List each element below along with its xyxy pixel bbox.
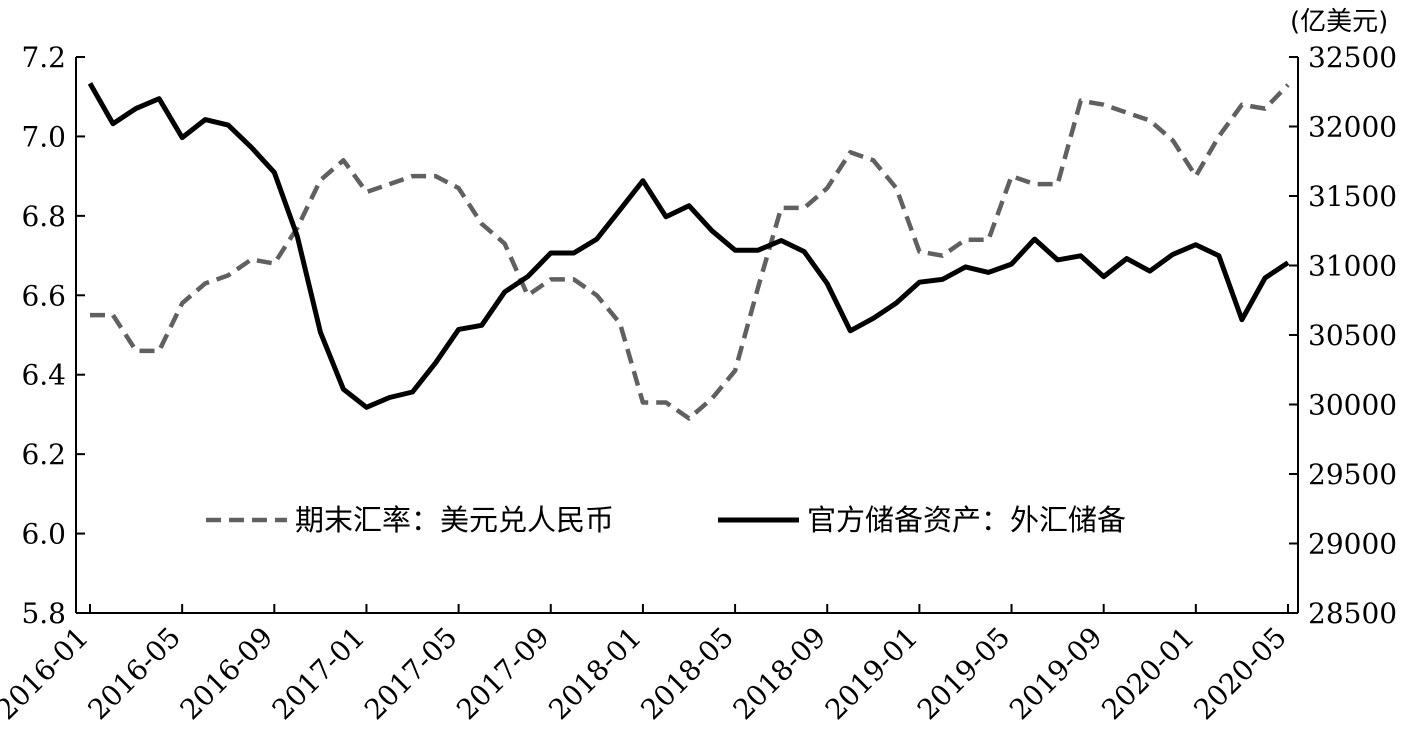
x-axis-ticks: 2016-012016-052016-092017-012017-052017-… <box>0 604 1293 726</box>
x-tick-label: 2017-01 <box>266 621 372 727</box>
right-tick-label: 32000 <box>1308 111 1397 144</box>
x-tick-label: 2019-09 <box>1003 621 1109 727</box>
x-tick-label: 2020-01 <box>1095 621 1201 727</box>
x-tick-label: 2017-09 <box>450 621 556 727</box>
right-tick-label: 31500 <box>1308 180 1397 213</box>
legend-label-exchange-rate: 期末汇率：美元兑人民币 <box>295 503 614 537</box>
legend-item-exchange-rate: 期末汇率：美元兑人民币 <box>206 503 614 537</box>
series-layer <box>87 82 1290 421</box>
right-tick-label: 32500 <box>1308 41 1397 74</box>
right-tick-label: 29000 <box>1308 528 1397 561</box>
left-tick-label: 6.8 <box>21 200 66 233</box>
x-tick-label: 2019-05 <box>911 621 1017 727</box>
legend-item-fx-reserves: 官方储备资产：外汇储备 <box>718 503 1126 537</box>
right-axis: 28500 29000 29500 30000 30500 31000 31500 32000… <box>1289 7 1397 630</box>
left-tick-label: 6.0 <box>21 518 66 551</box>
right-tick-label: 28500 <box>1308 597 1397 630</box>
x-tick-label: 2019-01 <box>819 621 925 727</box>
left-tick-label: 6.2 <box>21 438 66 471</box>
x-tick-label: 2020-05 <box>1187 621 1293 727</box>
left-axis-ticks: 5.8 6.0 6.2 6.4 6.6 6.8 7.0 7.2 <box>21 41 85 630</box>
legend-label-fx-reserves: 官方储备资产：外汇储备 <box>807 503 1126 537</box>
right-tick-label: 29500 <box>1308 458 1397 491</box>
x-tick-label: 2018-01 <box>542 621 648 727</box>
x-tick-label: 2016-01 <box>0 621 95 727</box>
x-tick-label: 2017-05 <box>358 621 464 727</box>
right-axis-ticks: 28500 29000 29500 30000 30500 31000 31500 32000… <box>1289 41 1397 630</box>
x-tick-label: 2018-05 <box>634 621 740 727</box>
right-tick-label: 31000 <box>1308 250 1397 283</box>
right-axis-unit-label: (亿美元) <box>1290 7 1388 37</box>
x-tick-label: 2018-09 <box>727 621 833 727</box>
left-tick-label: 6.6 <box>21 279 66 312</box>
left-tick-label: 6.4 <box>21 359 66 392</box>
right-tick-label: 30000 <box>1308 389 1397 422</box>
right-tick-label: 30500 <box>1308 319 1397 352</box>
left-tick-label: 7.2 <box>21 41 66 74</box>
legend: 期末汇率：美元兑人民币 官方储备资产：外汇储备 <box>206 503 1126 537</box>
left-tick-label: 5.8 <box>21 597 66 630</box>
series-line-exchange-rate <box>90 83 1290 421</box>
x-axis: 2016-012016-052016-092017-012017-052017-… <box>0 604 1298 726</box>
left-axis: 5.8 6.0 6.2 6.4 6.6 6.8 7.0 7.2 <box>21 41 85 630</box>
x-tick-label: 2016-05 <box>81 621 187 727</box>
x-tick-label: 2016-09 <box>174 621 280 727</box>
left-tick-label: 7.0 <box>21 120 66 153</box>
series-line-fx-reserves <box>87 82 1290 410</box>
